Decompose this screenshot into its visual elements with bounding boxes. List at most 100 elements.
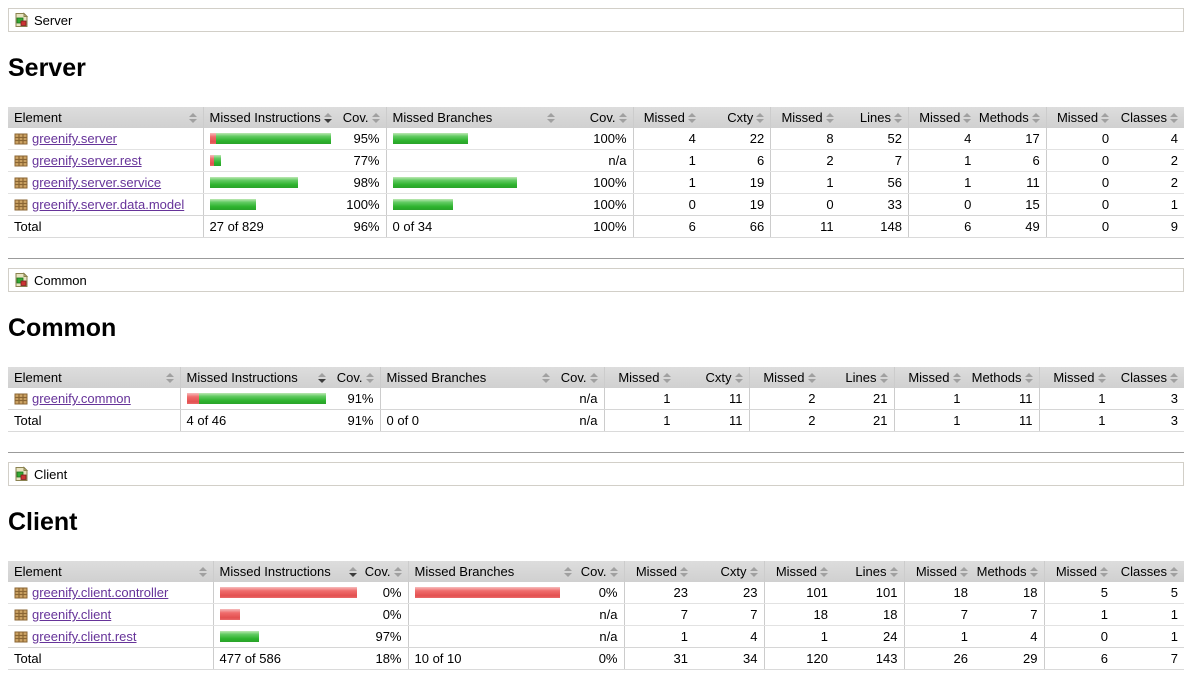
element-cell: greenify.common	[8, 388, 180, 410]
column-header-classes[interactable]: Classes	[1111, 367, 1184, 388]
table-row: greenify.client.rest 97% n/a 1 4 1 24 1 4 0 1	[8, 625, 1184, 648]
column-header-lines[interactable]: Lines	[834, 561, 904, 582]
column-header-missed[interactable]: Missed	[893, 367, 967, 388]
package-link[interactable]: greenify.server.data.model	[32, 197, 185, 212]
column-header-label: Missed	[643, 110, 685, 125]
column-header-element[interactable]: Element	[8, 561, 213, 582]
table-row: greenify.server 95% 100% 4 22 8 52 4 17 0 4	[8, 128, 1184, 150]
package-link[interactable]: greenify.common	[32, 391, 131, 406]
total-label-cell: Total	[8, 215, 203, 238]
column-header-missed[interactable]: Missed	[770, 107, 840, 128]
column-header-missed[interactable]: Missed	[1043, 561, 1114, 582]
total-label-cell: Total	[8, 409, 180, 432]
column-header-missed-branches[interactable]: Missed Branches	[407, 561, 578, 582]
column-header-missed[interactable]: Missed	[1045, 107, 1116, 128]
column-header-missed-instructions[interactable]: Missed Instructions	[179, 367, 332, 388]
total-counter-cell: 3	[1111, 409, 1184, 432]
sort-arrows-icon	[680, 566, 688, 577]
column-header-cov-[interactable]: Cov.	[332, 367, 380, 388]
column-header-missed[interactable]: Missed	[1038, 367, 1112, 388]
counter-cell: 1	[893, 388, 967, 410]
total-counter-cell: 143	[834, 647, 904, 670]
column-header-cxty[interactable]: Cxty	[694, 561, 764, 582]
covered-bar-segment	[209, 177, 298, 188]
column-header-label: Cov.	[364, 564, 391, 579]
element-cell: greenify.client	[8, 603, 213, 626]
branches-coverage-cell: n/a	[578, 625, 624, 648]
column-header-label: Missed Instructions	[219, 564, 331, 579]
counter-cell: 0	[1045, 128, 1116, 150]
sort-arrows-icon	[1170, 112, 1178, 123]
column-header-cov-[interactable]: Cov.	[578, 561, 624, 582]
total-counter-cell: 11	[966, 409, 1039, 432]
column-header-missed-instructions[interactable]: Missed Instructions	[202, 107, 338, 128]
total-counter-cell: 11	[770, 215, 840, 238]
column-header-cov-[interactable]: Cov.	[561, 107, 633, 128]
package-link[interactable]: greenify.server	[32, 131, 118, 146]
column-header-missed[interactable]: Missed	[763, 561, 834, 582]
total-branches-coverage-cell: n/a	[556, 409, 604, 432]
column-header-methods[interactable]: Methods	[977, 107, 1047, 128]
package-link[interactable]: greenify.server.service	[32, 175, 162, 190]
column-header-cov-[interactable]: Cov.	[338, 107, 386, 128]
column-header-label: Missed	[1055, 564, 1097, 579]
coverage-table: Element Missed Instructions Cov. Missed Bra…	[8, 367, 1184, 432]
coverage-bar	[219, 631, 358, 643]
column-header-label: Missed Branches	[386, 370, 487, 385]
element-cell: greenify.server.service	[8, 171, 203, 194]
column-header-methods[interactable]: Methods	[974, 561, 1044, 582]
column-header-missed-instructions[interactable]: Missed Instructions	[212, 561, 363, 582]
column-header-missed-branches[interactable]: Missed Branches	[385, 107, 561, 128]
column-header-classes[interactable]: Classes	[1114, 561, 1184, 582]
branches-coverage-cell: n/a	[556, 388, 604, 410]
column-header-cov-[interactable]: Cov.	[556, 367, 604, 388]
total-instructions-cell: 477 of 586	[212, 647, 363, 670]
column-header-cov-[interactable]: Cov.	[363, 561, 408, 582]
package-link[interactable]: greenify.client.controller	[32, 585, 169, 600]
column-header-missed[interactable]: Missed	[632, 107, 702, 128]
column-header-label: Missed	[763, 370, 805, 385]
column-header-missed-branches[interactable]: Missed Branches	[379, 367, 556, 388]
column-header-methods[interactable]: Methods	[966, 367, 1039, 388]
counter-cell: 1	[632, 171, 702, 194]
coverage-bar	[392, 133, 556, 145]
counter-cell: 1	[603, 388, 677, 410]
counter-cell: 7	[623, 603, 694, 626]
group-report-icon	[15, 272, 29, 287]
counter-cell: 1	[1115, 193, 1184, 216]
package-link[interactable]: greenify.client	[32, 607, 112, 622]
table-header-row: Element Missed Instructions Cov. Missed Bra…	[8, 367, 1184, 388]
sort-arrows-icon	[609, 566, 618, 577]
counter-cell: 1	[632, 149, 702, 172]
counter-cell: 4	[908, 128, 978, 150]
column-header-lines[interactable]: Lines	[821, 367, 894, 388]
column-header-label: Cxty	[727, 110, 754, 125]
column-header-cxty[interactable]: Cxty	[701, 107, 771, 128]
covered-bar-segment	[213, 155, 221, 166]
column-header-lines[interactable]: Lines	[839, 107, 909, 128]
column-header-missed[interactable]: Missed	[748, 367, 822, 388]
total-counter-cell: 1	[603, 409, 677, 432]
sort-arrows-icon	[960, 566, 968, 577]
instructions-coverage-cell: 95%	[338, 128, 386, 150]
package-link[interactable]: greenify.server.rest	[32, 153, 142, 168]
column-header-element[interactable]: Element	[8, 367, 180, 388]
branches-coverage-cell: n/a	[561, 149, 633, 172]
column-header-missed[interactable]: Missed	[903, 561, 974, 582]
column-header-classes[interactable]: Classes	[1115, 107, 1184, 128]
column-header-cxty[interactable]: Cxty	[676, 367, 749, 388]
column-header-missed[interactable]: Missed	[908, 107, 978, 128]
branches-bar-cell	[379, 388, 556, 410]
coverage-bar	[219, 587, 357, 599]
column-header-element[interactable]: Element	[8, 107, 203, 128]
total-counter-cell: 49	[977, 215, 1047, 238]
counter-cell: 1	[908, 171, 978, 194]
column-header-missed[interactable]: Missed	[623, 561, 694, 582]
column-header-label: Cov.	[560, 370, 587, 385]
counter-cell: 0	[770, 193, 840, 216]
branches-coverage-cell: 100%	[561, 171, 633, 194]
column-header-label: Missed	[635, 564, 677, 579]
column-header-missed[interactable]: Missed	[603, 367, 677, 388]
package-link[interactable]: greenify.client.rest	[32, 629, 137, 644]
sort-arrows-icon	[756, 112, 765, 123]
